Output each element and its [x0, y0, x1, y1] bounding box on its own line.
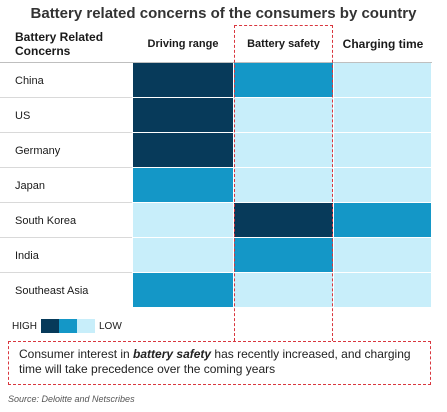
legend-swatch-high — [41, 319, 59, 333]
heatmap-cell — [133, 63, 234, 98]
heatmap-cell — [334, 203, 432, 238]
chart-title: Battery related concerns of the consumer… — [30, 5, 417, 22]
row-label-germany: Germany — [15, 144, 61, 157]
legend-swatch-medium — [59, 319, 77, 333]
heatmap-cell — [234, 168, 334, 203]
table-header: Battery Related Concerns Driving range B… — [0, 27, 447, 63]
heatmap-cell — [234, 133, 334, 168]
legend-low-label: LOW — [99, 320, 122, 332]
source-credit: Source: Deloitte and Netscribes — [8, 394, 135, 404]
legend-swatch-low — [77, 319, 95, 333]
note-text-after: has recently increased, and charging tim… — [19, 347, 411, 376]
heatmap-cell — [234, 98, 334, 133]
row-separator — [0, 167, 132, 168]
heatmap-cell — [133, 168, 234, 203]
row-header-label: Battery Related Concerns — [15, 30, 104, 58]
legend: HIGH LOW — [8, 318, 126, 334]
heatmap-cell — [133, 238, 234, 273]
row-separator — [0, 202, 132, 203]
row-separator — [0, 132, 132, 133]
heatmap-cell — [133, 203, 234, 238]
heatmap-cell — [334, 133, 432, 168]
header-divider — [0, 62, 432, 63]
row-label-china: China — [15, 74, 44, 87]
heatmap-cell — [334, 98, 432, 133]
column-header-charging-time: Charging time — [342, 37, 424, 51]
row-separator — [0, 272, 132, 273]
column-header-driving-range: Driving range — [147, 38, 219, 50]
heatmap-cell — [234, 273, 334, 308]
heatmap-cell — [334, 63, 432, 98]
column-header-battery-safety: Battery safety — [247, 38, 320, 50]
row-label-south-korea: South Korea — [15, 214, 77, 227]
row-separator — [0, 97, 132, 98]
row-label-us: US — [15, 109, 31, 122]
heatmap-cell — [234, 63, 334, 98]
note-text-before: Consumer interest in — [19, 347, 134, 361]
row-label-japan: Japan — [15, 179, 45, 192]
heatmap-cell — [334, 238, 432, 273]
heatmap-cell — [133, 133, 234, 168]
insight-note: Consumer interest in battery safety has … — [8, 341, 431, 385]
heatmap-cell — [334, 273, 432, 308]
legend-high-label: HIGH — [12, 320, 37, 332]
row-label-india: India — [15, 249, 39, 262]
heatmap-cell — [133, 98, 234, 133]
heatmap-cell — [334, 168, 432, 203]
heatmap-cell — [234, 203, 334, 238]
heatmap-cell — [133, 273, 234, 308]
row-separator — [0, 237, 132, 238]
heatmap-cell — [234, 238, 334, 273]
heatmap-grid: China US Germany Japan South Korea India South… — [0, 63, 432, 308]
note-emphasis: battery safety — [133, 347, 212, 361]
row-label-southeast-asia: Southeast Asia — [15, 284, 89, 297]
